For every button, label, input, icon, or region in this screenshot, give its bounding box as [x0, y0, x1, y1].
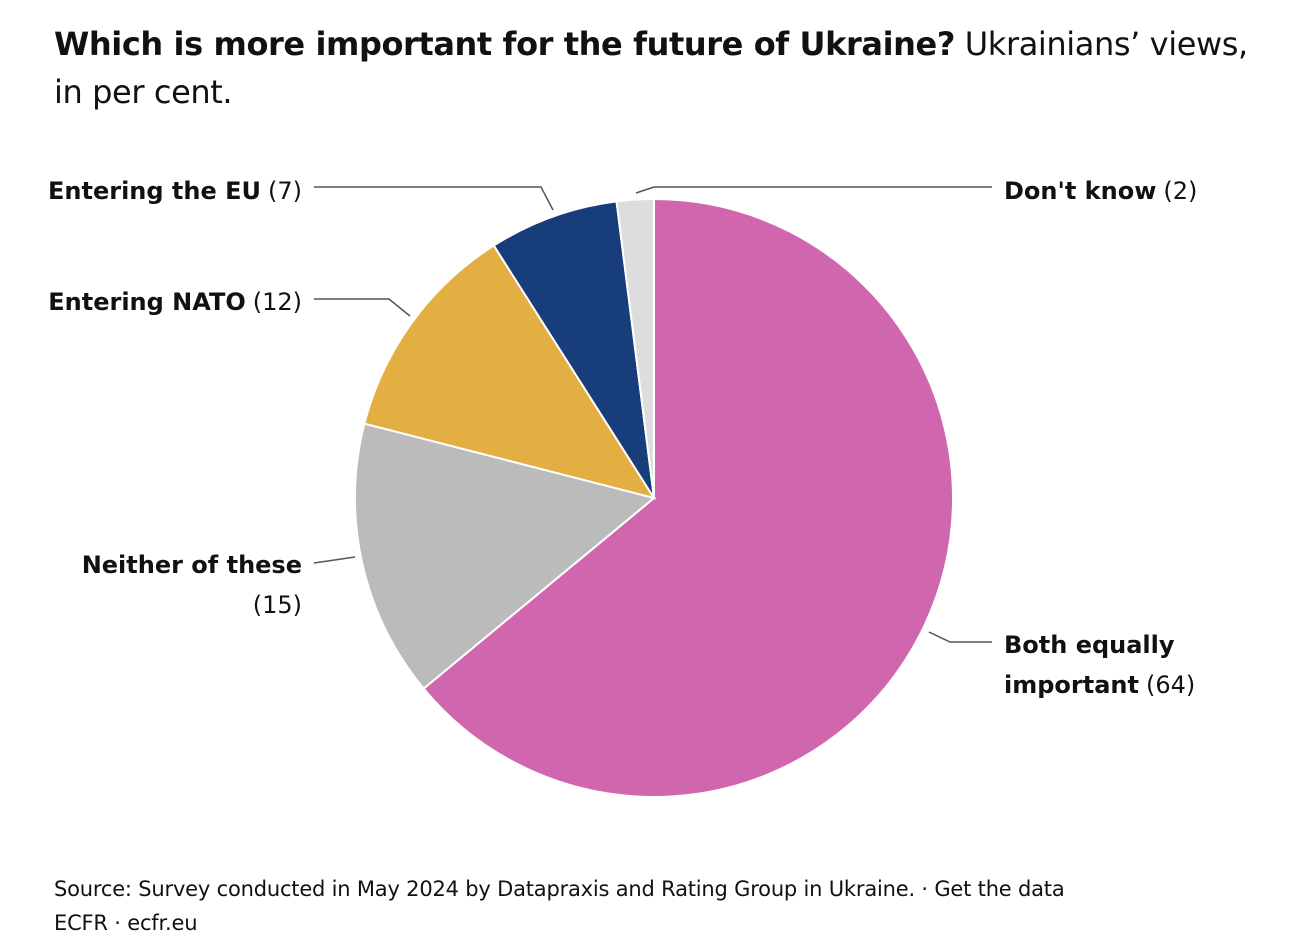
label-entering-nato: Entering NATO (12) — [48, 288, 302, 316]
leader-dont-know — [635, 186, 992, 194]
pie-slice-entering-nato — [363, 244, 657, 500]
pie-slice-neither-of-these — [354, 422, 657, 690]
credit: ECFR · ecfr.eu — [54, 911, 198, 935]
leader-entering-nato — [314, 298, 411, 317]
label-neither: Neither of these — [82, 551, 302, 579]
leader-neither — [313, 556, 356, 564]
label-both-equally: Both equally — [1004, 631, 1175, 659]
source-note: Source: Survey conducted in May 2024 by … — [54, 877, 1065, 901]
chart-title-subtitle: Ukrainians’ views, in per cent. — [54, 25, 1248, 111]
leader-entering-eu — [314, 186, 554, 211]
label-entering-eu: Entering the EU (7) — [48, 177, 302, 205]
pie-slices — [354, 197, 954, 798]
chart-title: Which is more important for the future o… — [54, 20, 1274, 116]
label-neither-value: (15) — [253, 591, 302, 619]
leader-both-equally — [928, 631, 992, 643]
pie-slice-both-equally-important — [422, 197, 954, 798]
chart-footer: Source: Survey conducted in May 2024 by … — [54, 872, 1065, 940]
label-dont-know: Don't know (2) — [1004, 177, 1197, 205]
pie-slice-don-t-know — [615, 197, 655, 499]
label-both-equally-line2: important (64) — [1004, 671, 1195, 699]
chart-title-question: Which is more important for the future o… — [54, 25, 956, 63]
pie-slice-entering-the-eu — [492, 200, 655, 499]
